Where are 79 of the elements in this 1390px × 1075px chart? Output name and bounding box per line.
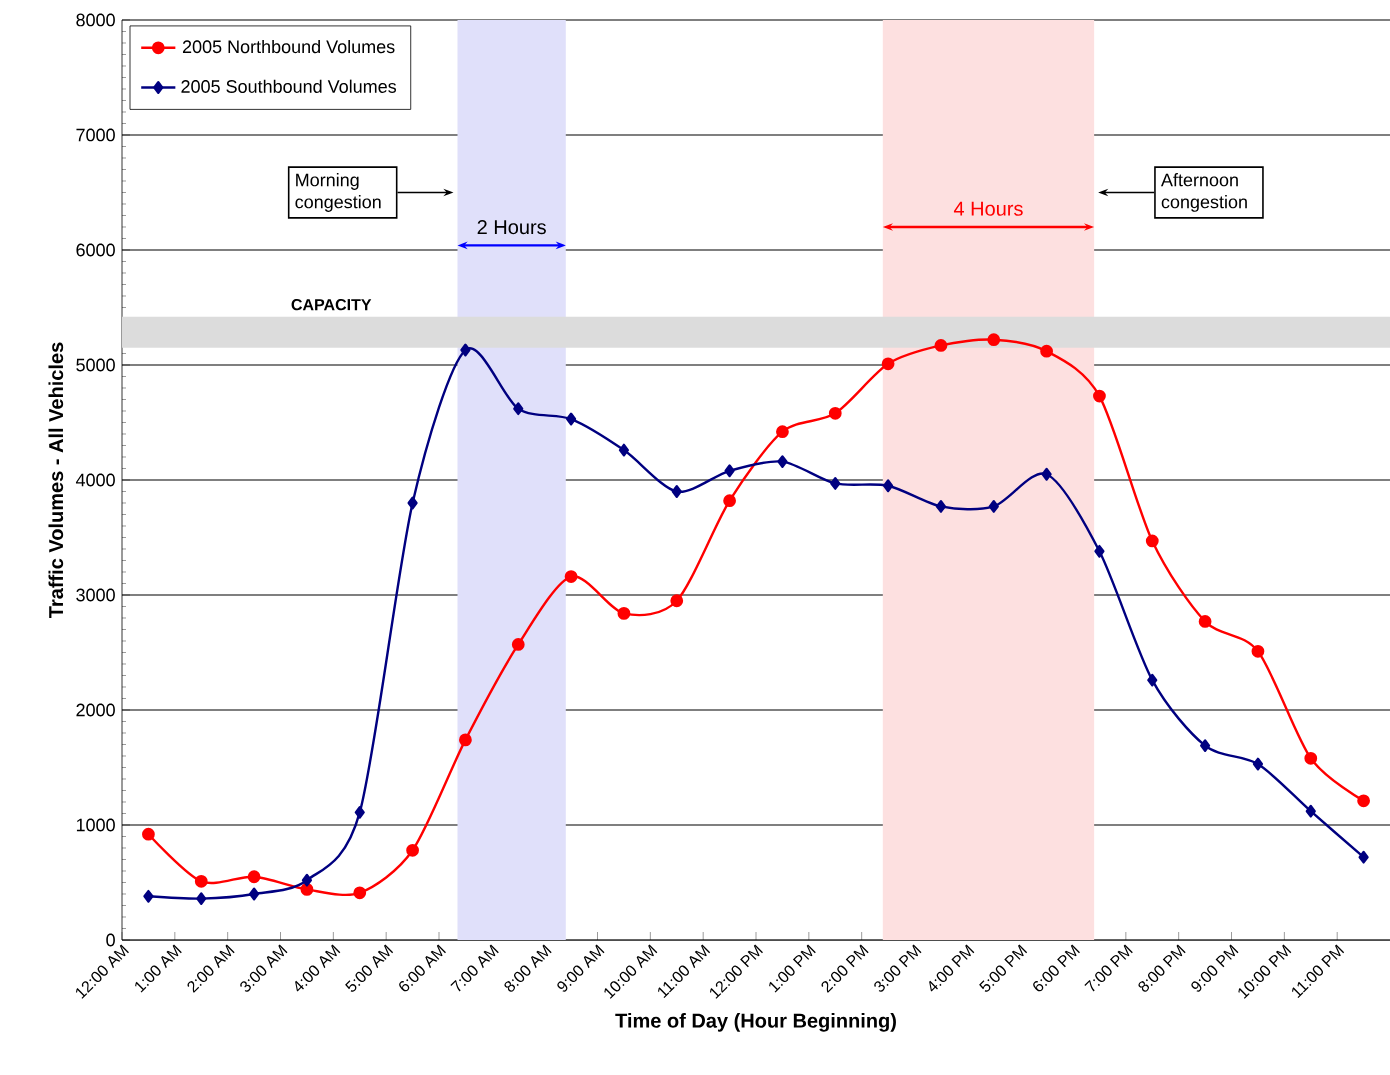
legend-label: 2005 Southbound Volumes <box>181 79 397 93</box>
point <box>1041 467 1052 481</box>
point <box>142 827 155 841</box>
x-axis-title: Time of Day (Hour Beginning) <box>615 1013 896 1032</box>
x-tick-label: 7:00 AM <box>450 944 499 992</box>
point <box>1305 804 1316 818</box>
x-tick-label: 3:00 PM <box>874 944 922 992</box>
point <box>248 887 260 901</box>
y-tick-label: 2000 <box>76 703 115 717</box>
x-tick-label: 4:00 AM <box>295 944 341 992</box>
point <box>618 443 630 457</box>
x-tick-label: 8:00 AM <box>504 944 552 992</box>
y-tick-label: 4000 <box>75 473 115 487</box>
point <box>723 494 736 508</box>
point <box>830 477 841 490</box>
point <box>1200 739 1211 753</box>
point <box>1358 850 1369 864</box>
point <box>460 343 471 357</box>
point <box>1251 644 1265 658</box>
y-tick-label: 6000 <box>76 243 115 257</box>
point <box>406 843 419 857</box>
point <box>670 594 684 608</box>
point <box>828 406 842 420</box>
point <box>883 479 894 493</box>
point <box>247 870 261 884</box>
point <box>777 455 788 468</box>
point <box>354 805 365 819</box>
point <box>617 607 631 620</box>
point <box>934 339 948 352</box>
band-label: 2 Hours <box>477 220 546 235</box>
point <box>1145 534 1159 548</box>
x-tick-label: 3:00 AM <box>240 944 288 992</box>
band-label: 4 Hours <box>953 201 1023 216</box>
y-tick-label: 7000 <box>76 128 115 142</box>
point <box>196 892 207 905</box>
x-tick-label: 6:00 AM <box>399 944 446 992</box>
point <box>881 357 895 371</box>
legend-label: 2005 Northbound Volumes <box>182 39 395 54</box>
point <box>353 886 367 900</box>
y-tick-label: 3000 <box>76 588 115 602</box>
point <box>194 874 208 888</box>
y-tick-label: 8000 <box>76 13 115 27</box>
point <box>564 570 578 583</box>
point <box>1040 344 1053 358</box>
point <box>1147 673 1158 687</box>
x-tick-label: 8:00 PM <box>1138 944 1186 992</box>
point <box>1094 544 1105 558</box>
point <box>407 496 418 510</box>
y-axis-title: Traffic Volumes - All Vehicles <box>48 342 64 618</box>
point <box>1304 751 1318 765</box>
x-tick-label: 9:00 PM <box>1191 944 1239 992</box>
annotation: Morning congestion <box>295 173 381 212</box>
point <box>1357 794 1370 808</box>
point <box>459 733 472 747</box>
point <box>513 402 524 416</box>
x-tick-label: 5:00 PM <box>979 944 1028 992</box>
x-tick-label: 6:00 PM <box>1033 944 1080 992</box>
point <box>987 333 1001 347</box>
point <box>565 412 577 426</box>
point <box>511 638 525 651</box>
point <box>1198 615 1212 628</box>
point <box>301 873 313 887</box>
point <box>671 485 682 498</box>
point <box>1252 757 1264 771</box>
y-tick-label: 1000 <box>76 818 115 832</box>
x-tick-label: 5:00 AM <box>345 944 394 992</box>
point <box>776 425 789 439</box>
band-label: CAPACITY <box>291 298 372 311</box>
point <box>935 500 947 513</box>
y-tick-label: 5000 <box>76 358 115 372</box>
point <box>143 889 154 903</box>
x-tick-label: 9:00 AM <box>557 944 605 992</box>
point <box>300 883 314 896</box>
point <box>724 464 735 478</box>
point <box>1093 389 1106 403</box>
point <box>988 500 999 513</box>
x-tick-label: 7:00 PM <box>1084 944 1133 992</box>
x-tick-label: 4:00 PM <box>929 944 975 992</box>
annotation: Afternoon congestion <box>1160 173 1247 212</box>
